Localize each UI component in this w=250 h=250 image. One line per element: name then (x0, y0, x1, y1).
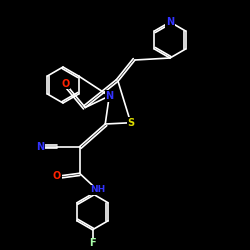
Text: O: O (62, 79, 70, 89)
Text: S: S (127, 118, 134, 128)
Text: O: O (53, 171, 61, 181)
Text: N: N (36, 142, 44, 152)
Text: F: F (89, 238, 96, 248)
Text: NH: NH (90, 186, 105, 194)
Text: N: N (166, 17, 174, 27)
Text: N: N (105, 91, 113, 101)
